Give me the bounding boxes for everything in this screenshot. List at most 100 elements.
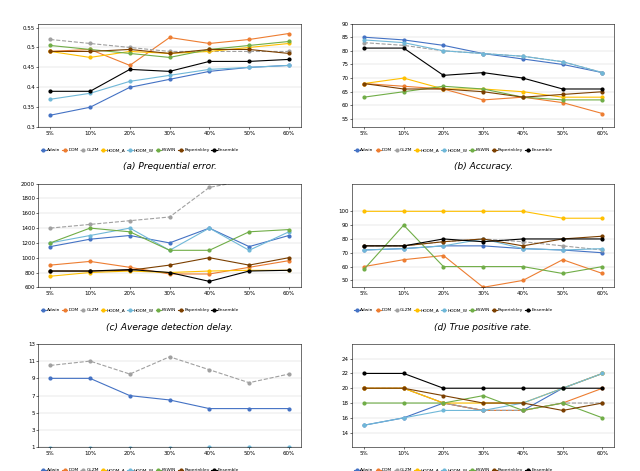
- Paperinkley: [440, 393, 447, 398]
- KSWIN: [86, 47, 94, 52]
- Adwin: [479, 243, 487, 249]
- Ensemble: [126, 448, 134, 454]
- Ensemble: [285, 57, 292, 62]
- HDDM_A: [126, 268, 134, 274]
- Line: Ensemble: Ensemble: [49, 268, 291, 283]
- GLZM: [47, 37, 54, 42]
- KSWIN: [205, 247, 213, 253]
- GLZM: [559, 243, 566, 249]
- KSWIN: [598, 97, 606, 103]
- HDDM_A: [245, 268, 253, 273]
- Adwin: [285, 406, 292, 412]
- Paperinkley: [47, 49, 54, 54]
- Line: HDDM_W: HDDM_W: [49, 64, 291, 101]
- Ensemble: [519, 385, 527, 391]
- GLZM: [205, 185, 213, 190]
- Paperinkley: [559, 407, 566, 413]
- Paperinkley: [47, 447, 54, 453]
- HDDM_W: [598, 371, 606, 376]
- Text: (d) True positive rate.: (d) True positive rate.: [435, 323, 532, 332]
- KSWIN: [47, 447, 54, 453]
- Line: Paperinkley: Paperinkley: [49, 256, 291, 272]
- HDDM_A: [86, 447, 94, 453]
- GLZM: [360, 243, 368, 249]
- Adwin: [519, 56, 527, 62]
- Adwin: [166, 76, 173, 82]
- HDDM_W: [440, 407, 447, 413]
- DDM: [360, 264, 368, 269]
- Ensemble: [400, 371, 408, 376]
- KSWIN: [559, 97, 566, 103]
- Adwin: [285, 63, 292, 68]
- Line: DDM: DDM: [362, 82, 604, 115]
- Adwin: [598, 250, 606, 256]
- DDM: [400, 83, 408, 89]
- GLZM: [519, 239, 527, 244]
- Paperinkley: [400, 243, 408, 249]
- Adwin: [519, 407, 527, 413]
- Adwin: [205, 69, 213, 74]
- HDDM_W: [245, 445, 253, 450]
- Ensemble: [245, 268, 253, 274]
- Adwin: [126, 84, 134, 90]
- HDDM_A: [440, 209, 447, 214]
- Adwin: [166, 397, 173, 403]
- HDDM_A: [400, 209, 408, 214]
- HDDM_A: [126, 49, 134, 54]
- KSWIN: [166, 447, 173, 453]
- HDDM_W: [86, 90, 94, 96]
- GLZM: [400, 385, 408, 391]
- Line: Ensemble: Ensemble: [362, 237, 604, 247]
- GLZM: [285, 371, 292, 377]
- Adwin: [245, 65, 253, 70]
- Line: HDDM_A: HDDM_A: [362, 372, 604, 405]
- Adwin: [479, 51, 487, 57]
- Line: Adwin: Adwin: [362, 244, 604, 254]
- DDM: [166, 447, 173, 453]
- HDDM_W: [47, 97, 54, 102]
- Paperinkley: [86, 49, 94, 54]
- HDDM_W: [166, 247, 173, 253]
- HDDM_W: [285, 63, 292, 68]
- Legend: Adwin, DDM, GLZM, HDDM_A, HDDM_W, KSWIN, Paperinkley, Ensemble: Adwin, DDM, GLZM, HDDM_A, HDDM_W, KSWIN,…: [354, 308, 552, 312]
- HDDM_A: [86, 270, 94, 276]
- HDDM_A: [166, 50, 173, 56]
- Ensemble: [166, 270, 173, 276]
- HDDM_A: [400, 75, 408, 81]
- Ensemble: [126, 66, 134, 72]
- Paperinkley: [86, 268, 94, 274]
- HDDM_W: [400, 415, 408, 421]
- KSWIN: [47, 43, 54, 49]
- Ensemble: [479, 70, 487, 75]
- Line: Paperinkley: Paperinkley: [362, 387, 604, 412]
- Ensemble: [126, 267, 134, 272]
- Adwin: [559, 247, 566, 253]
- Paperinkley: [479, 400, 487, 406]
- Adwin: [440, 400, 447, 406]
- Ensemble: [47, 89, 54, 94]
- GLZM: [360, 385, 368, 391]
- HDDM_A: [440, 400, 447, 406]
- Paperinkley: [245, 47, 253, 52]
- Ensemble: [166, 448, 173, 454]
- GLZM: [479, 407, 487, 413]
- Line: Paperinkley: Paperinkley: [362, 82, 604, 98]
- DDM: [598, 385, 606, 391]
- DDM: [126, 447, 134, 453]
- Ensemble: [440, 385, 447, 391]
- Paperinkley: [360, 243, 368, 249]
- GLZM: [479, 51, 487, 57]
- KSWIN: [440, 400, 447, 406]
- Line: HDDM_W: HDDM_W: [49, 227, 291, 252]
- GLZM: [86, 221, 94, 227]
- DDM: [598, 271, 606, 276]
- GLZM: [205, 367, 213, 373]
- Line: KSWIN: KSWIN: [49, 227, 291, 252]
- HDDM_W: [285, 229, 292, 235]
- DDM: [559, 257, 566, 262]
- HDDM_A: [285, 447, 292, 453]
- Paperinkley: [205, 255, 213, 260]
- Adwin: [166, 240, 173, 246]
- Line: HDDM_W: HDDM_W: [362, 372, 604, 427]
- HDDM_A: [205, 447, 213, 453]
